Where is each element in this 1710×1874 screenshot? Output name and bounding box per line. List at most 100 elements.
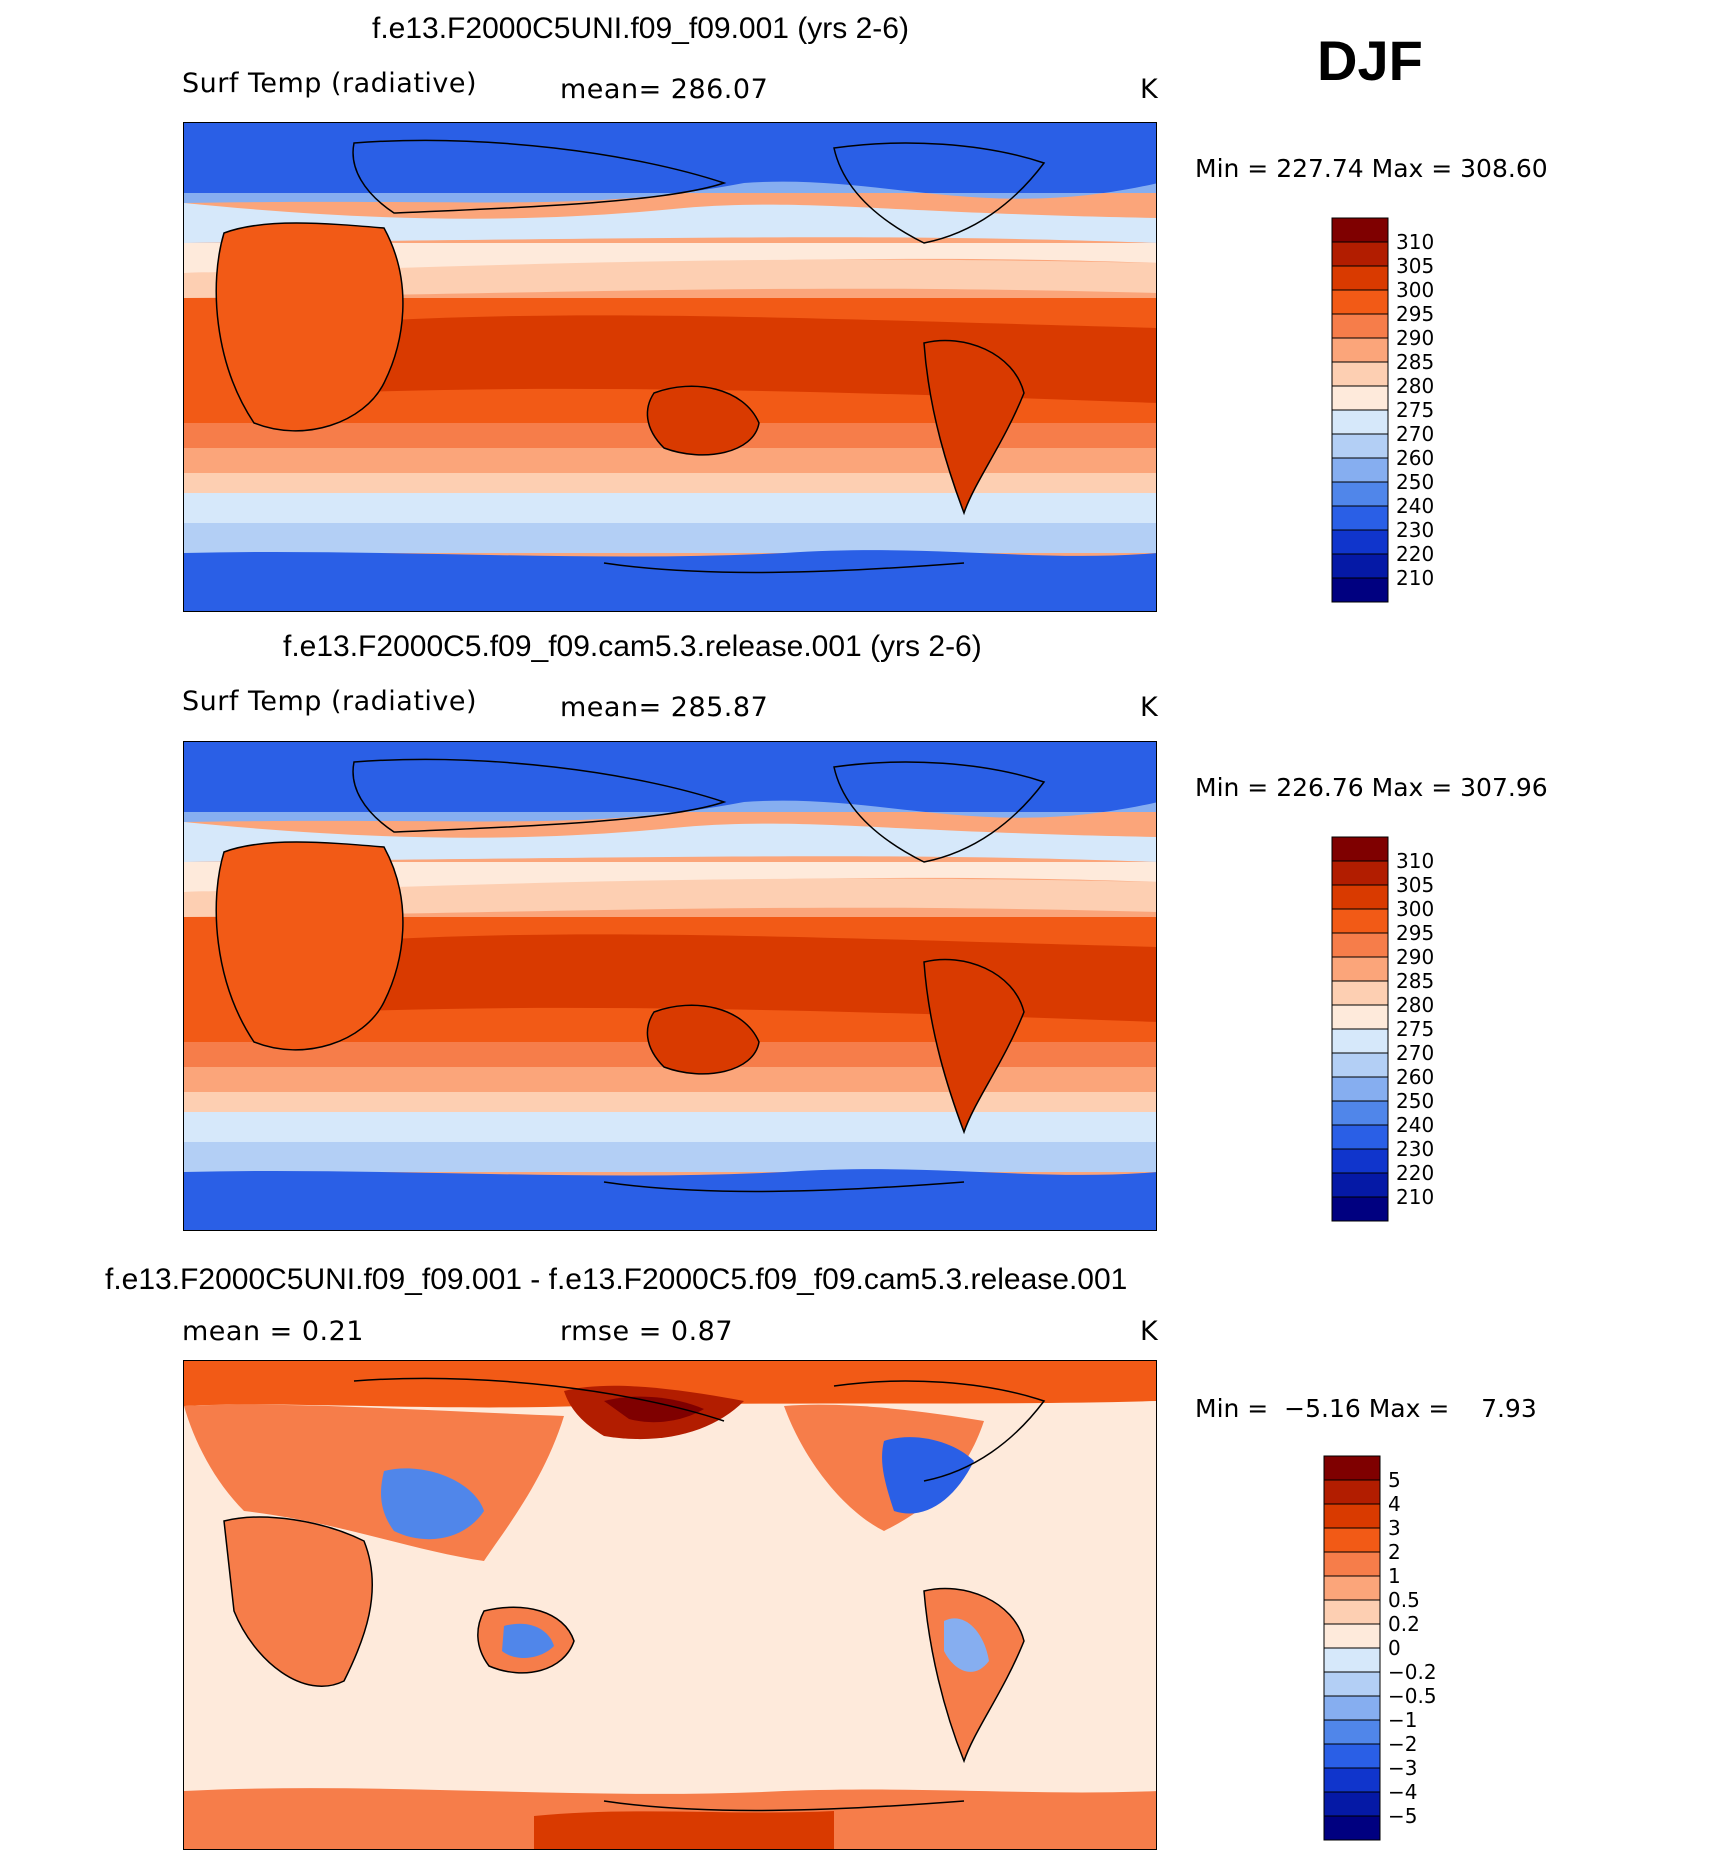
panel-1-title: f.e13.F2000C5UNI.f09_f09.001 (yrs 2-6): [372, 12, 909, 45]
panel-1-map: [183, 122, 1157, 612]
colorbar-swatch: [1331, 860, 1389, 886]
colorbar-tick-label: −4: [1388, 1780, 1417, 1804]
colorbar-tick-label: −0.5: [1388, 1684, 1437, 1708]
colorbar-tick-label: 260: [1396, 446, 1434, 470]
colorbar-tick-label: 270: [1396, 422, 1434, 446]
colorbar-swatch: [1331, 1100, 1389, 1126]
panel-3-map: [183, 1360, 1157, 1850]
colorbar-tick-label: 0: [1388, 1636, 1401, 1660]
panel-3-units: K: [1140, 1316, 1159, 1347]
colorbar-swatch: [1331, 1004, 1389, 1030]
colorbar-swatch: [1331, 529, 1389, 555]
colorbar-swatch: [1331, 1028, 1389, 1054]
colorbar-tick-label: 305: [1396, 254, 1434, 278]
colorbar-tick-label: 0.5: [1388, 1588, 1420, 1612]
colorbar-swatch: [1331, 980, 1389, 1006]
panel-3-colorbar: 5 4 3 2 1 0.5 0.2 0 −0.2 −0.5 −1 −2 −3 −4 −5: [1322, 1454, 1522, 1849]
colorbar-tick-label: 305: [1396, 873, 1434, 897]
colorbar-tick-label: 5: [1388, 1468, 1401, 1492]
panel-2-colorbar-svg: 3103053002952902852802752702602502402302…: [1331, 836, 1434, 1222]
colorbar-swatch: [1331, 1052, 1389, 1078]
panel-2-field: [184, 742, 1156, 1230]
colorbar-swatch: [1331, 481, 1389, 507]
colorbar-swatch: [1331, 337, 1389, 363]
colorbar-tick-label: 310: [1396, 230, 1434, 254]
colorbar-swatch: [1323, 1767, 1381, 1793]
colorbar-tick-label: 230: [1396, 1137, 1434, 1161]
colorbar-tick-label: 270: [1396, 1041, 1434, 1065]
panel-1-minmax: Min = 227.74 Max = 308.60: [1195, 154, 1548, 183]
panel-1-units: K: [1140, 74, 1159, 105]
panel-3-minmax: Min = −5.16 Max = 7.93: [1195, 1394, 1537, 1423]
colorbar-swatch: [1323, 1719, 1381, 1745]
colorbar-swatch: [1323, 1647, 1381, 1673]
colorbar-swatch: [1331, 932, 1389, 958]
colorbar-tick-label: 310: [1396, 849, 1434, 873]
colorbar-swatch: [1331, 1124, 1389, 1150]
colorbar-tick-label: −5: [1388, 1804, 1417, 1828]
panel-2-mean: mean= 285.87: [560, 692, 769, 723]
colorbar-tick-label: 285: [1396, 969, 1434, 993]
colorbar-tick-label: 275: [1396, 1017, 1434, 1041]
panel-2-variable: Surf Temp (radiative): [182, 686, 478, 717]
colorbar-swatch: [1323, 1455, 1381, 1481]
colorbar-swatch: [1323, 1527, 1381, 1553]
colorbar-tick-label: 285: [1396, 350, 1434, 374]
colorbar-tick-label: 0.2: [1388, 1612, 1420, 1636]
colorbar-swatch: [1323, 1671, 1381, 1697]
colorbar-swatch: [1331, 1148, 1389, 1174]
colorbar-tick-label: 250: [1396, 1089, 1434, 1113]
panel-1-variable: Surf Temp (radiative): [182, 68, 478, 99]
panel-2-title: f.e13.F2000C5.f09_f09.cam5.3.release.001…: [283, 630, 982, 663]
panel-2-units: K: [1140, 692, 1159, 723]
colorbar-swatch: [1323, 1791, 1381, 1817]
colorbar-tick-label: −1: [1388, 1708, 1417, 1732]
colorbar-swatch: [1331, 433, 1389, 459]
colorbar-tick-label: 220: [1396, 1161, 1434, 1185]
colorbar-tick-label: 2: [1388, 1540, 1401, 1564]
colorbar-swatch: [1331, 265, 1389, 291]
panel-1-colorbar: 310 305 300 295 290 285 280 275 270 260 250 240 230 2…: [1330, 216, 1530, 611]
colorbar-swatch: [1323, 1815, 1381, 1841]
colorbar-swatch: [1323, 1623, 1381, 1649]
colorbar-swatch: [1331, 289, 1389, 315]
season-label: DJF: [1317, 29, 1423, 92]
colorbar-tick-label: 290: [1396, 945, 1434, 969]
panel-2-minmax: Min = 226.76 Max = 307.96: [1195, 773, 1548, 802]
colorbar-tick-label: 230: [1396, 518, 1434, 542]
colorbar-tick-label: 275: [1396, 398, 1434, 422]
colorbar-swatch: [1331, 884, 1389, 910]
panel-1-colorbar-svg: 3103053002952902852802752702602502402302…: [1331, 217, 1434, 603]
colorbar-swatch: [1323, 1503, 1381, 1529]
colorbar-tick-label: 240: [1396, 1113, 1434, 1137]
colorbar-swatch: [1323, 1695, 1381, 1721]
colorbar-swatch: [1323, 1599, 1381, 1625]
colorbar-tick-label: 280: [1396, 993, 1434, 1017]
panel-2-colorbar: 310 305 300 295 290 285 280 275 270 260 250 240 230 2…: [1330, 835, 1530, 1230]
colorbar-swatch: [1331, 217, 1389, 243]
panel-3-mean: mean = 0.21: [182, 1316, 364, 1347]
colorbar-tick-label: 210: [1396, 566, 1434, 590]
panel-3-title: f.e13.F2000C5UNI.f09_f09.001 - f.e13.F20…: [105, 1263, 1128, 1296]
colorbar-tick-label: 240: [1396, 494, 1434, 518]
colorbar-swatch: [1331, 385, 1389, 411]
colorbar-swatch: [1331, 577, 1389, 603]
colorbar-tick-label: −3: [1388, 1756, 1417, 1780]
panel-2-map: [183, 741, 1157, 1231]
colorbar-tick-label: −2: [1388, 1732, 1417, 1756]
colorbar-swatch: [1323, 1551, 1381, 1577]
colorbar-tick-label: 250: [1396, 470, 1434, 494]
colorbar-swatch: [1323, 1575, 1381, 1601]
colorbar-tick-label: 295: [1396, 921, 1434, 945]
colorbar-swatch: [1331, 956, 1389, 982]
colorbar-swatch: [1331, 313, 1389, 339]
panel-3-rmse: rmse = 0.87: [560, 1316, 734, 1347]
colorbar-swatch: [1331, 836, 1389, 862]
panel-3-field: [184, 1361, 1156, 1849]
colorbar-swatch: [1331, 361, 1389, 387]
colorbar-swatch: [1331, 409, 1389, 435]
colorbar-swatch: [1331, 457, 1389, 483]
colorbar-swatch: [1323, 1479, 1381, 1505]
panel-1-field: [184, 123, 1156, 611]
